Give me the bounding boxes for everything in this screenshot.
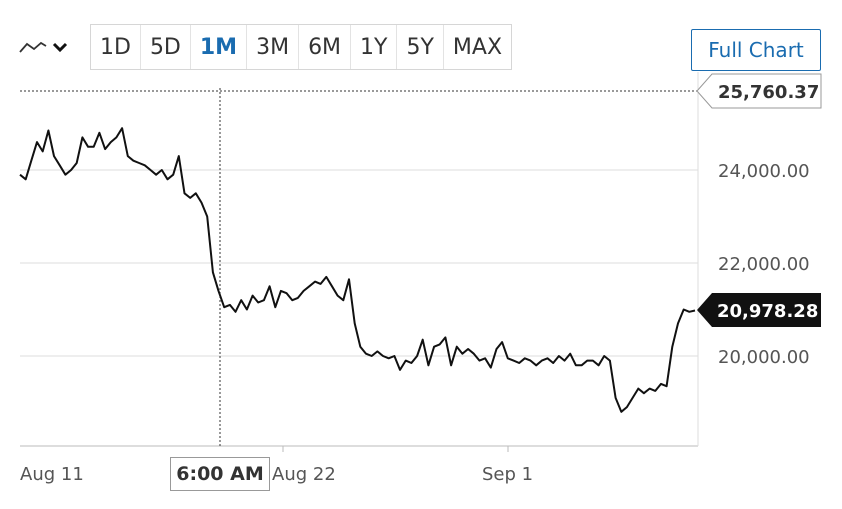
time-range-selector: 1D 5D 1M 3M 6M 1Y 5Y MAX	[90, 24, 513, 70]
range-button-5y[interactable]: 5Y	[397, 25, 444, 69]
gridlines	[20, 72, 699, 452]
hover-time-label: 6:00 AM	[170, 457, 270, 491]
x-tick-label-aug11: Aug 11	[20, 464, 84, 485]
range-button-1y[interactable]: 1Y	[351, 25, 398, 69]
x-tick-label-sep1: Sep 1	[482, 464, 533, 485]
chart-type-selector[interactable]	[18, 30, 82, 64]
range-button-5d[interactable]: 5D	[141, 25, 191, 69]
last-price-label: 20,978.28	[697, 293, 821, 327]
y-tick-label-22000: 22,000.00	[718, 254, 810, 275]
y-tick-label-24000: 24,000.00	[718, 161, 810, 182]
range-button-1m[interactable]: 1M	[191, 25, 248, 69]
range-button-3m[interactable]: 3M	[247, 25, 300, 69]
last-price-box	[697, 293, 821, 327]
chevron-down-icon	[52, 42, 68, 53]
hover-price-text: 25,760.37	[718, 82, 819, 103]
line-chart-icon	[19, 41, 47, 53]
y-tick-label-20000: 20,000.00	[718, 347, 810, 368]
full-chart-button[interactable]: Full Chart	[691, 29, 821, 71]
hover-price-box	[696, 73, 822, 109]
x-tick-label-aug22: Aug 22	[272, 464, 336, 485]
series-line	[19, 127, 696, 413]
range-button-6m[interactable]: 6M	[299, 25, 352, 69]
hover-price-label: 25,760.37	[696, 73, 822, 109]
range-button-1d[interactable]: 1D	[91, 25, 141, 69]
range-button-max[interactable]: MAX	[452, 34, 503, 60]
last-price-text: 20,978.28	[717, 301, 818, 322]
